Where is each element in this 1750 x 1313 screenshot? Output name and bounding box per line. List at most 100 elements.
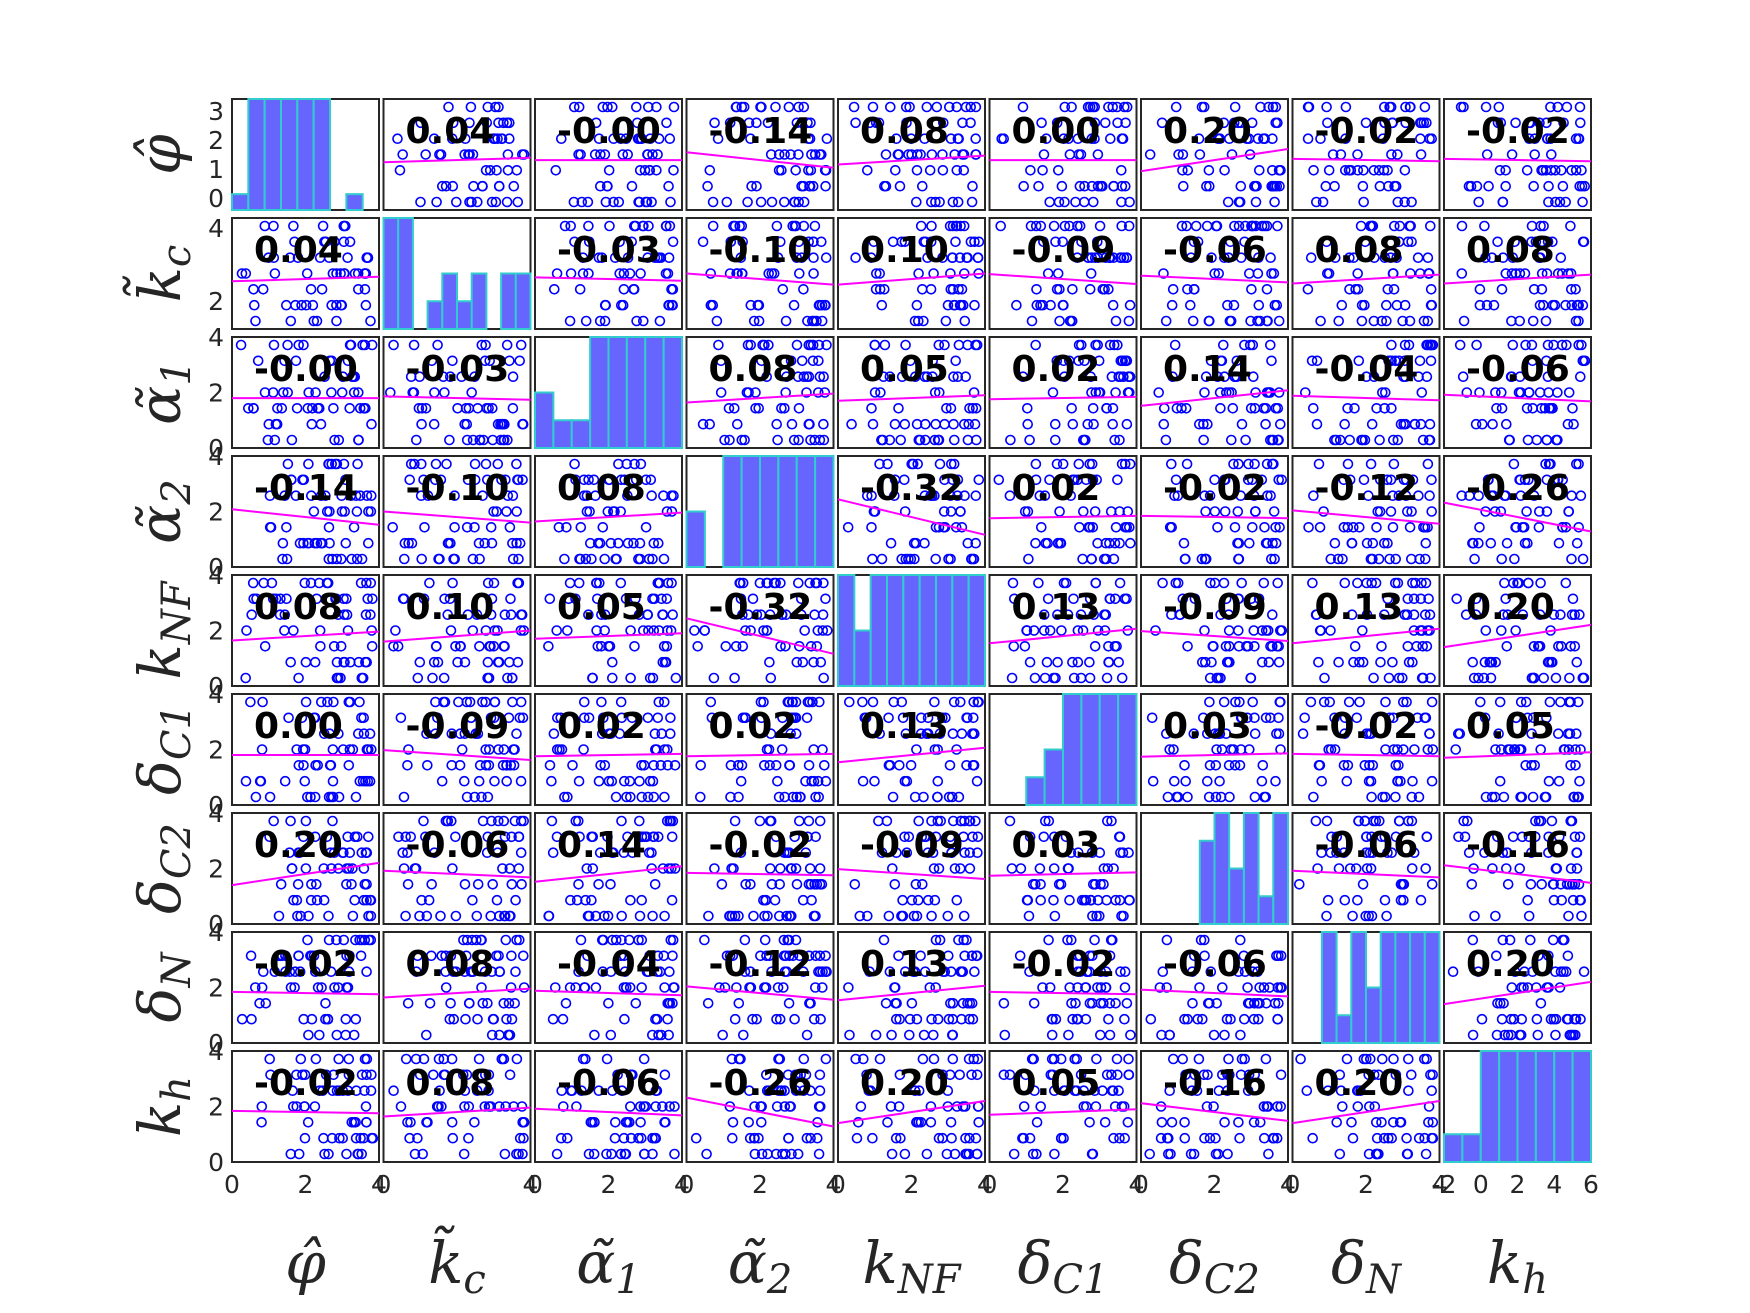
scatter-point [962,339,973,351]
scatter-point [1219,165,1230,176]
scatter-point [1563,506,1574,517]
scatter-point [888,490,900,502]
scatter-point [299,577,311,589]
scatter-point [944,220,956,232]
scatter-point [939,339,950,351]
scatter-point [586,553,597,565]
scatter-point [517,418,529,430]
panel-2-1: -0.03 [382,336,532,449]
correlation-label: 0.10 [860,230,949,271]
scatter-point [543,910,555,922]
scatter-point [1569,609,1580,621]
scatter-point [1385,474,1397,486]
scatter-point [1267,640,1278,652]
scatter-point [595,759,606,771]
scatter-point [1247,521,1258,533]
scatter-point [308,315,320,327]
scatter-point [1156,117,1168,129]
scatter-point [764,609,776,621]
fit-line [383,395,531,401]
scatter-point [735,252,747,264]
scatter-point [1391,252,1402,264]
scatter-point [624,775,636,787]
scatter-point [791,791,803,803]
scatter-point [1461,387,1473,398]
scatter-point [724,117,736,129]
scatter-point [488,712,500,724]
scatter-point [1495,506,1507,517]
histogram-bar [967,574,987,687]
scatter-point [622,831,633,843]
fit-line [534,865,683,883]
fit-line [1140,148,1289,173]
scatter-point [643,220,654,232]
panel-frame [988,98,1138,211]
scatter-point [1393,672,1405,684]
scatter-point [1260,537,1272,549]
scatter-point [481,117,493,129]
scatter-point [820,593,831,605]
scatter-point [934,196,945,208]
scatter-point [1494,165,1506,176]
scatter-point [1031,283,1042,295]
scatter-point [442,609,454,621]
scatter-point [600,299,612,311]
scatter-point [1057,458,1069,470]
scatter-point [1342,458,1354,470]
scatter-point [487,878,499,890]
scatter-point [1373,553,1385,565]
scatter-point [952,371,964,383]
scatter-point [1030,474,1042,486]
scatter-point [303,458,314,470]
scatter-point [1393,490,1405,502]
scatter-point [350,791,362,803]
histogram-bar [1571,1050,1592,1163]
scatter-point [932,744,944,755]
scatter-point [469,458,481,470]
scatter-point [1239,236,1250,248]
scatter-point [1048,672,1059,684]
histogram-bar [534,391,555,449]
scatter-point [329,434,340,446]
scatter-point [591,625,602,636]
scatter-point [343,696,355,708]
scatter-point [962,712,973,724]
scatter-point [502,490,514,502]
scatter-point [292,252,304,264]
scatter-point [491,506,502,517]
panel-frame [837,336,986,449]
scatter-point [1420,553,1431,565]
scatter-point [655,759,667,771]
scatter-point [1414,355,1426,367]
scatter-point [1400,117,1411,129]
scatter-point [1089,117,1101,129]
scatter-point [919,490,931,502]
scatter-point [1540,458,1551,470]
scatter-point [934,458,946,470]
scatter-point [662,268,674,279]
scatter-point [331,299,342,311]
scatter-point [658,696,670,708]
scatter-point [751,117,762,129]
scatter-point [1218,117,1230,129]
scatter-point [483,402,494,414]
correlation-label: 0.20 [860,1063,949,1104]
scatter-point [1486,656,1498,668]
correlation-label: 0.08 [406,944,495,985]
scatter-point [1343,165,1355,176]
scatter-point [264,831,275,843]
scatter-point [447,180,459,192]
scatter-point [636,894,648,906]
scatter-point [356,847,368,859]
scatter-point [1087,402,1099,414]
scatter-point [745,133,756,144]
scatter-point [473,775,485,787]
scatter-point [1189,593,1201,605]
scatter-point [1478,672,1490,684]
scatter-point [909,315,921,327]
scatter-point [918,791,929,803]
scatter-point [898,474,910,486]
scatter-point [813,696,825,708]
scatter-point [937,117,949,129]
scatter-point [787,791,799,803]
